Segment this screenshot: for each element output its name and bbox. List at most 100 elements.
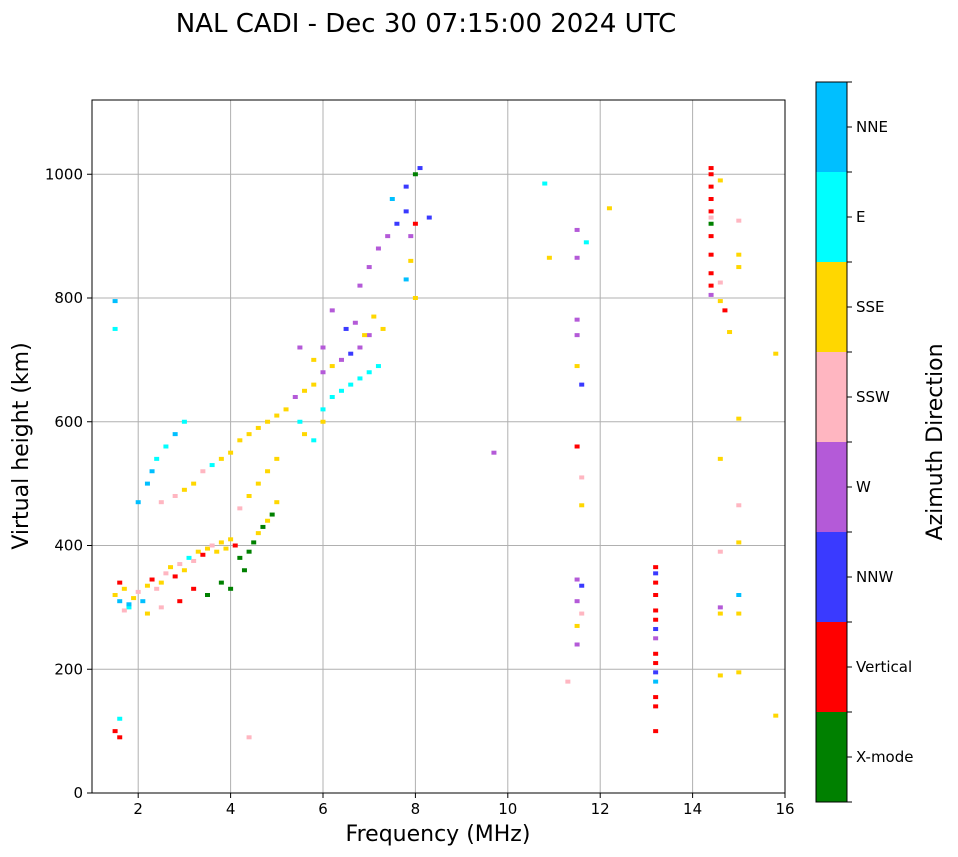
echo-point-vertical xyxy=(232,543,238,548)
echo-point-w xyxy=(292,395,298,399)
echo-point-vertical xyxy=(653,651,659,656)
colorbar-label: W xyxy=(856,478,871,496)
echo-point-sse xyxy=(412,296,418,300)
echo-point-w xyxy=(297,345,303,350)
echo-point-sse xyxy=(218,456,224,461)
echo-point-vertical xyxy=(708,184,714,189)
echo-point-e xyxy=(181,419,187,424)
echo-point-ssw xyxy=(200,469,206,474)
echo-point-vertical xyxy=(117,735,123,740)
echo-point-sse xyxy=(717,299,723,304)
echo-point-x-mode xyxy=(241,568,247,573)
echo-point-w xyxy=(574,642,580,647)
echo-point-sse xyxy=(265,419,271,424)
echo-point-w xyxy=(717,605,723,610)
echo-point-e xyxy=(311,438,317,443)
echo-point-nne xyxy=(112,299,118,304)
echo-point-vertical xyxy=(191,586,197,591)
echo-point-w xyxy=(320,370,326,375)
echo-point-nne xyxy=(403,277,409,282)
x-tick-label: 16 xyxy=(775,800,794,818)
echo-point-sse xyxy=(311,382,317,387)
echo-point-ssw xyxy=(717,280,723,285)
echo-point-sse xyxy=(311,357,317,362)
echo-point-vertical xyxy=(653,661,659,666)
echo-point-ssw xyxy=(177,562,183,567)
echo-point-ssw xyxy=(121,608,127,613)
echo-point-x-mode xyxy=(251,540,257,545)
echo-point-sse xyxy=(717,673,723,678)
echo-point-sse xyxy=(362,333,368,338)
echo-point-ssw xyxy=(579,611,585,616)
x-tick-label: 6 xyxy=(318,800,328,818)
echo-point-nnw xyxy=(348,351,354,356)
echo-point-sse xyxy=(546,255,552,260)
echo-point-vertical xyxy=(653,565,659,570)
echo-point-ssw xyxy=(172,494,178,498)
colorbar-label: SSE xyxy=(856,298,885,316)
echo-point-sse xyxy=(574,623,580,628)
colorbar-swatch xyxy=(816,442,847,532)
echo-point-vertical xyxy=(708,172,714,177)
x-axis-ticks: 2 4 6 8 10 12 14 16 xyxy=(133,793,795,818)
echo-point-ssw xyxy=(154,586,160,591)
plot-border xyxy=(91,99,786,794)
echo-point-sse xyxy=(181,568,187,573)
echo-point-e xyxy=(209,463,215,468)
echo-point-vertical xyxy=(722,308,728,313)
echo-point-sse xyxy=(408,258,414,263)
echo-point-e xyxy=(366,370,372,375)
echo-point-ssw xyxy=(565,679,571,684)
echo-point-ssw xyxy=(246,735,252,740)
echo-point-e xyxy=(348,382,354,387)
echo-point-e xyxy=(329,395,335,399)
echo-point-sse xyxy=(218,540,224,545)
y-tick-label: 200 xyxy=(54,660,83,678)
echo-point-sse xyxy=(283,407,289,412)
colorbar-label: X-mode xyxy=(856,748,913,766)
echo-point-vertical xyxy=(708,283,714,288)
echo-point-e xyxy=(117,716,123,721)
colorbar-swatch xyxy=(816,532,847,622)
echo-point-x-mode xyxy=(228,586,234,591)
echo-point-sse xyxy=(112,593,118,597)
echo-point-w xyxy=(574,577,580,582)
echo-point-e xyxy=(542,181,548,186)
echo-point-w xyxy=(357,283,363,288)
colorbar-label: NNE xyxy=(856,118,888,136)
echo-point-ssw xyxy=(209,543,215,548)
echo-point-sse xyxy=(329,364,335,369)
colorbar-swatch xyxy=(816,82,847,172)
echo-point-nnw xyxy=(426,215,432,220)
echo-point-sse xyxy=(717,178,723,183)
echo-point-vertical xyxy=(200,552,206,557)
echo-point-w xyxy=(574,317,580,322)
echo-point-ssw xyxy=(158,605,164,610)
echo-point-e xyxy=(357,376,363,381)
echo-point-w xyxy=(408,234,414,239)
colorbar-swatch xyxy=(816,172,847,262)
echo-point-nnw xyxy=(579,382,585,387)
x-tick-label: 12 xyxy=(591,800,610,818)
colorbar-swatch xyxy=(816,622,847,712)
echo-point-x-mode xyxy=(205,593,210,597)
echo-point-sse xyxy=(228,450,234,455)
echo-point-vertical xyxy=(708,166,714,171)
echo-point-sse xyxy=(380,326,386,331)
echo-point-vertical xyxy=(708,209,714,214)
echo-point-nne xyxy=(135,500,141,505)
y-tick-label: 1000 xyxy=(45,165,83,183)
echo-point-x-mode xyxy=(708,221,714,226)
echo-point-nne xyxy=(117,599,123,604)
echo-point-ssw xyxy=(579,475,585,480)
echo-point-vertical xyxy=(653,704,659,709)
echo-point-sse xyxy=(205,546,210,551)
echo-point-w xyxy=(491,450,497,455)
echo-point-ssw xyxy=(736,218,742,223)
plot-area xyxy=(92,100,785,793)
echo-point-w xyxy=(329,308,335,313)
colorbar-swatch xyxy=(816,712,847,802)
echo-point-sse xyxy=(144,583,150,588)
echo-point-vertical xyxy=(653,593,659,597)
echo-point-sse xyxy=(736,265,742,270)
